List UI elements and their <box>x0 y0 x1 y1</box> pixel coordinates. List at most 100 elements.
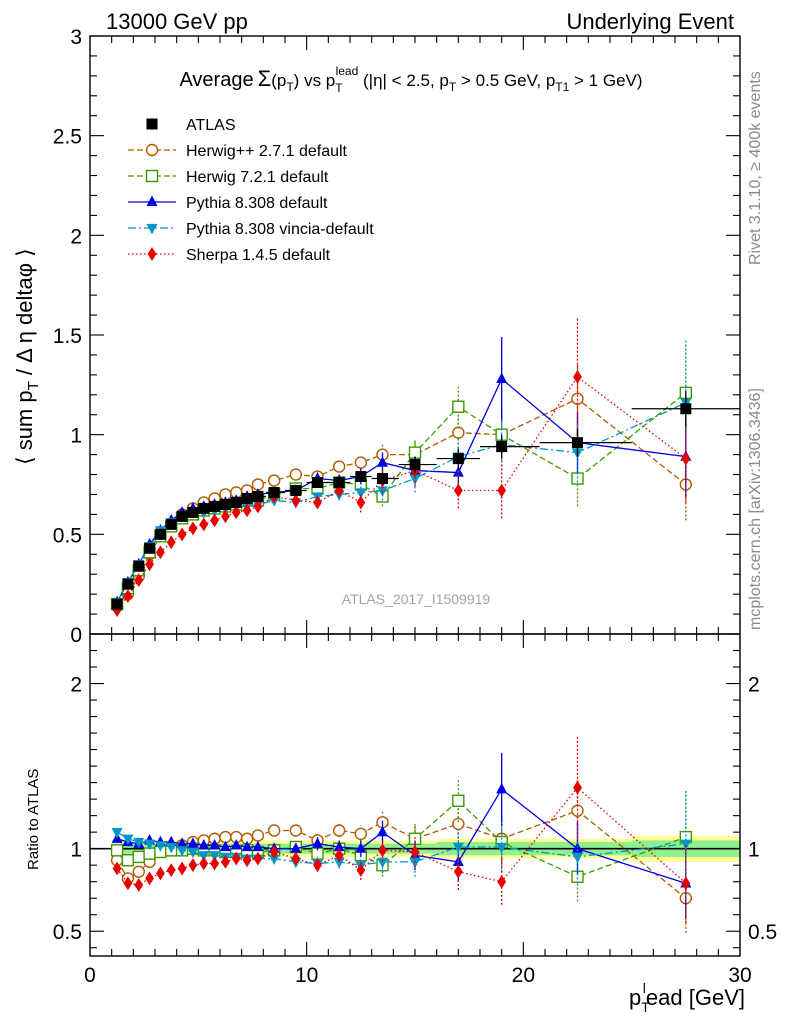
ratio-point-sherpa <box>199 856 209 871</box>
series-line-pythia <box>116 377 686 603</box>
legend-marker <box>147 247 157 261</box>
data-point-atlas <box>241 492 253 504</box>
ratio-y-tick-label: 2 <box>70 674 82 697</box>
data-point-sherpa <box>573 369 582 384</box>
data-point-atlas <box>452 453 464 465</box>
ratio-point-sherpa <box>231 851 241 866</box>
ratio-point-herwigpp <box>132 865 145 878</box>
series-vincia <box>111 342 692 609</box>
series-herwigpp <box>110 362 693 613</box>
data-point-sherpa <box>221 509 230 524</box>
ratio-point-herwigpp <box>251 829 265 842</box>
data-point-sherpa <box>134 573 144 588</box>
data-point-vincia <box>355 488 367 499</box>
data-point-pythia <box>377 456 388 467</box>
ratio-point-sherpa <box>156 866 165 881</box>
data-point-atlas <box>165 518 177 530</box>
data-point-atlas <box>496 441 508 453</box>
legend-item-vincia: Pythia 8.308 vincia-default <box>128 221 374 238</box>
axis-ticks: 0 10 20 3000.511.522.530.5 0.51 12 2 <box>53 26 777 987</box>
ratio-point-sherpa <box>497 874 507 889</box>
ratio-point-vincia <box>680 839 692 851</box>
data-point-atlas <box>209 500 221 512</box>
ratio-point-pythia <box>355 842 367 853</box>
ratio-point-vincia <box>144 839 156 851</box>
ratio-point-sherpa <box>188 858 198 873</box>
data-point-herwigpp <box>289 468 303 481</box>
legend-marker <box>145 169 159 183</box>
legend-item-pythia: Pythia 8.308 default <box>128 195 328 212</box>
x-tick-label: 10 <box>295 964 318 987</box>
data-point-sherpa <box>188 521 198 536</box>
ratio-point-pythia <box>187 837 199 848</box>
y-tick-label: 0 <box>70 624 82 647</box>
ratio-point-vincia <box>133 837 145 849</box>
data-point-sherpa <box>199 517 209 532</box>
ratio-point-pythia <box>241 840 253 852</box>
data-point-atlas <box>572 437 583 449</box>
ratio-y-tick-label-right: 0.5 <box>748 921 777 944</box>
data-point-sherpa <box>453 483 463 498</box>
data-point-herwigpp <box>332 460 346 473</box>
ratio-point-sherpa <box>378 843 387 858</box>
ratio-point-herwig7 <box>121 854 135 867</box>
data-point-sherpa <box>210 513 219 528</box>
ratio-point-pythia <box>496 782 508 794</box>
ratio-point-vincia <box>187 847 199 859</box>
legend-label: Herwig++ 2.7.1 default <box>186 143 348 160</box>
ratio-point-herwigpp <box>267 824 281 837</box>
legend-label: Pythia 8.308 vincia-default <box>186 221 374 238</box>
data-point-sherpa <box>497 483 507 498</box>
data-point-atlas <box>409 459 421 471</box>
ratio-point-herwigpp <box>354 827 368 841</box>
data-point-atlas <box>198 502 210 514</box>
ratio-point-herwig7 <box>452 794 465 807</box>
header-left: 13000 GeV pp <box>106 9 248 34</box>
data-point-herwigpp <box>267 474 281 487</box>
ratio-point-vincia <box>209 851 221 862</box>
data-point-herwig7 <box>408 446 422 459</box>
data-point-herwig7 <box>452 400 465 413</box>
data-point-atlas <box>290 484 302 496</box>
ratio-point-vincia <box>154 841 166 852</box>
data-point-sherpa <box>123 589 133 604</box>
rivet-label: Rivet 3.1.10, ≥ 400k events <box>747 71 764 265</box>
ratio-point-sherpa <box>313 858 322 873</box>
ratio-y-tick-label-right: 1 <box>748 839 760 862</box>
ratio-point-sherpa <box>123 876 133 891</box>
ratio-point-vincia <box>496 842 508 854</box>
legend-label: Herwig 7.2.1 default <box>186 169 329 186</box>
data-point-atlas <box>176 510 188 522</box>
ratio-point-pythia <box>209 839 221 850</box>
ratio-point-sherpa <box>112 861 122 876</box>
data-point-sherpa <box>231 505 241 520</box>
ratio-point-sherpa <box>242 853 252 868</box>
ratio-point-sherpa <box>453 864 463 879</box>
y-tick-label: 2 <box>70 225 82 248</box>
ratio-point-herwig7 <box>110 844 124 857</box>
x-tick-label: 0 <box>84 964 96 987</box>
data-point-atlas <box>252 490 264 502</box>
ratio-point-sherpa <box>177 861 187 876</box>
data-point-sherpa <box>145 557 154 572</box>
ratio-point-vincia <box>176 846 188 857</box>
y-tick-label: 1 <box>70 425 82 448</box>
ratio-point-vincia <box>409 857 421 869</box>
data-point-sherpa <box>242 503 252 518</box>
x-tick-label: 20 <box>512 964 535 987</box>
data-point-atlas <box>187 506 199 518</box>
x-axis-title: pTlead [GeV] <box>629 980 745 1015</box>
chart-title: Average Σ(pT) vs pTlead (|η| < 2.5, pT > … <box>179 64 642 95</box>
ratio-point-sherpa <box>573 780 582 795</box>
ratio-point-sherpa <box>410 845 420 859</box>
ratio-point-vincia <box>268 854 280 865</box>
data-point-atlas <box>144 542 156 554</box>
ratio-point-vincia <box>452 842 464 854</box>
data-point-pythia <box>496 372 508 383</box>
data-point-sherpa <box>681 451 691 466</box>
ratio-point-vincia <box>165 842 177 854</box>
legend-marker <box>145 143 159 157</box>
ratio-frame <box>89 633 741 957</box>
data-point-atlas <box>219 498 231 510</box>
